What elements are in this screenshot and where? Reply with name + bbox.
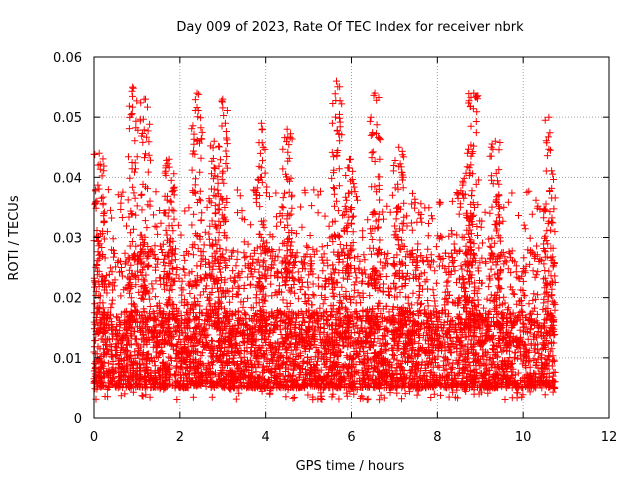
- roti-points: [459, 89, 558, 330]
- x-axis-ticks: 0 2 4 6 8 10 12: [90, 57, 617, 445]
- x-tick-label: 2: [176, 430, 184, 445]
- x-tick-label: 0: [90, 430, 98, 445]
- chart-title: Day 009 of 2023, Rate Of TEC Index for r…: [176, 20, 524, 35]
- x-tick-label: 6: [347, 430, 355, 445]
- y-tick-label: 0.02: [53, 292, 82, 307]
- roti-points: [91, 186, 551, 401]
- x-tick-label: 4: [262, 430, 270, 445]
- roti-points: [215, 77, 475, 332]
- data-points: [90, 77, 559, 404]
- y-tick-label: 0.04: [53, 171, 82, 186]
- x-tick-label: 10: [515, 430, 532, 445]
- x-axis-label: GPS time / hours: [296, 459, 405, 474]
- y-tick-label: 0.03: [53, 232, 82, 247]
- x-tick-label: 12: [601, 430, 618, 445]
- y-tick-label: 0.05: [53, 111, 82, 126]
- roti-points: [90, 187, 557, 403]
- y-axis-label: ROTI / TECUs: [7, 195, 22, 280]
- x-tick-label: 8: [433, 430, 441, 445]
- y-tick-label: 0: [74, 412, 82, 427]
- y-tick-label: 0.01: [53, 352, 82, 367]
- y-tick-label: 0.06: [53, 51, 82, 66]
- y-axis-ticks: 0 0.01 0.02 0.03 0.04 0.05 0.06: [53, 51, 609, 427]
